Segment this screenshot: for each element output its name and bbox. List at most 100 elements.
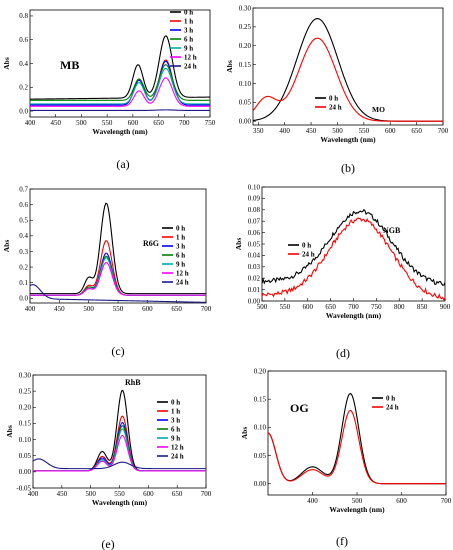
x-tick-label: 700 xyxy=(201,490,212,498)
x-tick-label: 450 xyxy=(57,490,68,498)
x-tick-label: 350 xyxy=(253,127,264,135)
series-line-24h xyxy=(268,409,446,485)
y-tick-label: 0.00 xyxy=(254,480,267,488)
legend-label: 24 h xyxy=(386,404,399,412)
x-tick-label: 750 xyxy=(205,119,216,127)
x-axis-label: Wavelength (nm) xyxy=(92,498,148,507)
y-tick-label: 0.3 xyxy=(19,248,28,256)
x-axis-label: Wavelength (nm) xyxy=(326,311,382,320)
chart-panel-b: 350 400 450 500 550 600 650 700 0.00 0.05 0.10 0.15… xyxy=(225,4,449,175)
x-tick-label: 500 xyxy=(352,497,363,505)
legend-label: 24 h xyxy=(171,453,184,461)
y-tick-label: 0.1 xyxy=(19,279,28,287)
y-tick-label: 0.05 xyxy=(254,452,267,460)
y-tick-label: 0.0 xyxy=(19,295,28,303)
dye-annotation: OG xyxy=(290,401,309,415)
legend-label: 12 h xyxy=(171,444,184,452)
y-tick-label: 0.01 xyxy=(248,286,261,294)
y-axis-label: Abs xyxy=(240,427,249,440)
y-tick-label: 0.00 xyxy=(248,297,261,305)
y-tick-label: 0.6 xyxy=(19,36,28,44)
x-tick-label: 850 xyxy=(417,303,428,311)
x-tick-label: 450 xyxy=(50,119,61,127)
y-tick-label: 0.30 xyxy=(19,371,32,379)
y-tick-label: 0.10 xyxy=(248,183,261,191)
x-tick-label: 700 xyxy=(348,303,359,311)
x-tick-label: 750 xyxy=(371,303,382,311)
dye-annotation: RhB xyxy=(125,378,141,387)
series-line-0h xyxy=(30,35,210,100)
legend-label: 9 h xyxy=(184,45,193,53)
x-tick-label: 900 xyxy=(440,303,451,311)
x-tick-label: 400 xyxy=(25,119,36,127)
series-line-24h xyxy=(253,37,443,122)
x-tick-label: 400 xyxy=(307,497,318,505)
y-tick-label: 0.25 xyxy=(239,23,252,31)
y-tick-label: 0.08 xyxy=(248,206,261,214)
series-line-24h xyxy=(30,109,210,112)
panel-label: (a) xyxy=(116,157,129,171)
y-tick-label: 0.00 xyxy=(239,118,252,126)
x-tick-label: 650 xyxy=(171,305,182,313)
x-tick-label: 700 xyxy=(201,305,212,313)
series-line-6h xyxy=(30,64,210,101)
legend-label: 3 h xyxy=(176,243,185,251)
y-axis-label: Abs xyxy=(234,238,243,251)
legend-label: 0 h xyxy=(184,9,193,17)
x-tick-label: 550 xyxy=(280,303,291,311)
x-tick-label: 600 xyxy=(128,119,139,127)
x-tick-label: 650 xyxy=(153,119,164,127)
x-tick-label: 550 xyxy=(114,490,125,498)
legend-label: 0 h xyxy=(329,95,338,103)
y-tick-label: 0.4 xyxy=(19,232,28,240)
legend-label: 6 h xyxy=(176,252,185,260)
x-tick-label: 650 xyxy=(325,303,336,311)
x-axis-label: Wavelength (nm) xyxy=(320,135,376,144)
x-tick-label: 600 xyxy=(385,127,396,135)
legend-label: 1 h xyxy=(171,408,180,416)
x-tick-label: 600 xyxy=(396,497,407,505)
y-tick-label: 0.6 xyxy=(19,201,28,209)
legend-label: 0 h xyxy=(302,242,311,250)
y-tick-label: 0.4 xyxy=(19,60,28,68)
legend-label: 3 h xyxy=(171,417,180,425)
legend-label: 0 h xyxy=(176,225,185,233)
y-tick-label: 0.20 xyxy=(254,367,267,375)
y-tick-label: -0.05 xyxy=(16,484,31,492)
legend-label: 1 h xyxy=(184,18,193,26)
y-tick-label: 0.15 xyxy=(19,420,32,428)
y-tick-label: 0.30 xyxy=(239,4,252,12)
x-tick-label: 450 xyxy=(306,127,317,135)
y-tick-label: 0.0 xyxy=(19,107,28,115)
y-axis-label: Abs xyxy=(2,240,11,253)
plot-frame xyxy=(252,7,444,126)
dye-annotation: R6G xyxy=(143,239,159,248)
y-axis-label: Abs xyxy=(5,425,14,438)
x-tick-label: 500 xyxy=(83,305,94,313)
panel-label: (c) xyxy=(111,344,124,358)
y-tick-label: 0.10 xyxy=(254,424,267,432)
panel-label: (b) xyxy=(341,161,355,175)
y-tick-label: 0.15 xyxy=(254,395,267,403)
x-tick-label: 500 xyxy=(257,303,268,311)
panel-label: (f) xyxy=(336,534,348,548)
x-tick-label: 800 xyxy=(394,303,405,311)
series-line-12h xyxy=(30,261,206,296)
y-tick-label: 0.25 xyxy=(19,387,32,395)
chart-panel-e: 400 450 500 550 600 650 700 -0.05 0.00 0.05 0.10 0.… xyxy=(5,371,212,550)
y-tick-label: 0.02 xyxy=(248,275,261,283)
chart-panel-a: 400 450 500 550 600 650 700 750 0.0 0.2 0.4 0.6 0.8 W… xyxy=(2,9,216,172)
chart-panel-d: 500 550 600 650 700 750 800 850 900 0.00 0.01 0.02 0… xyxy=(234,183,451,360)
y-tick-label: 0.07 xyxy=(248,218,261,226)
chart-panel-f: 400 500 600 700 0.00 0.05 0.10 0.15 0.20 Waveleng… xyxy=(240,367,452,548)
y-tick-label: 0.2 xyxy=(19,84,28,92)
x-axis-label: Wavelength (nm) xyxy=(329,505,385,514)
legend-label: 24 h xyxy=(176,279,189,287)
panel-label: (d) xyxy=(336,346,350,360)
x-tick-label: 400 xyxy=(25,305,36,313)
legend-label: 24 h xyxy=(329,104,342,112)
y-tick-label: 0.7 xyxy=(19,185,28,193)
x-tick-label: 650 xyxy=(172,490,183,498)
x-tick-label: 600 xyxy=(303,303,314,311)
x-tick-label: 450 xyxy=(54,305,65,313)
